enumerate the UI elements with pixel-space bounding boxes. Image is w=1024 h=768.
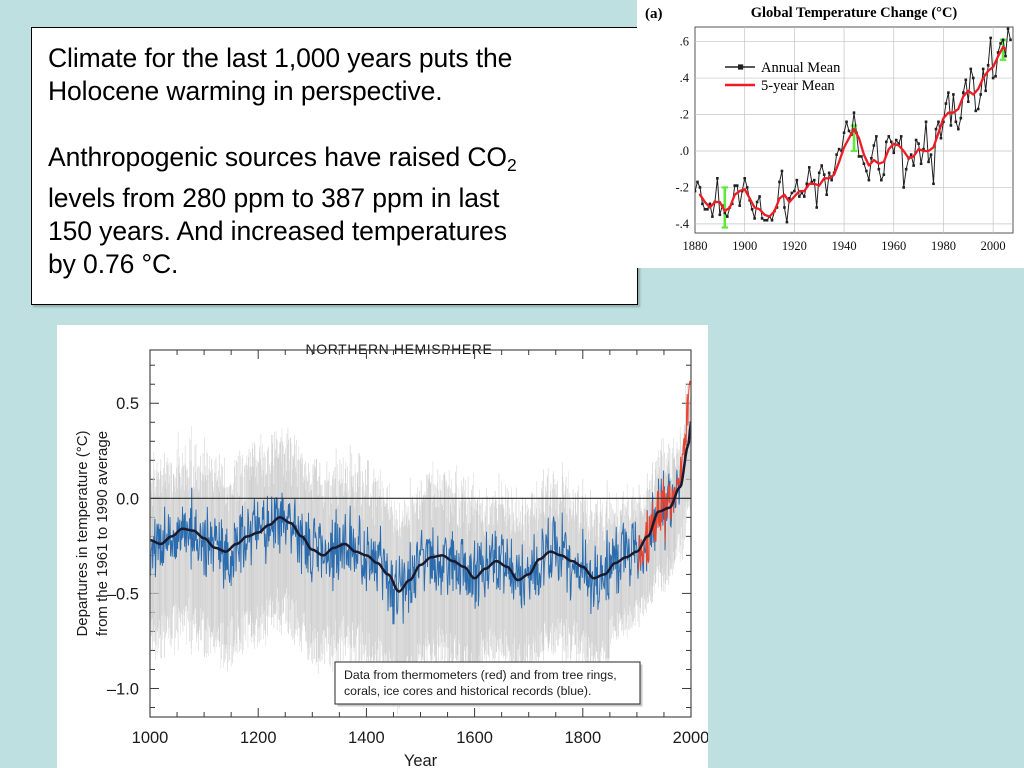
paragraph-spacer bbox=[48, 108, 621, 141]
x-tick-label: 1400 bbox=[348, 729, 385, 747]
five-year-mean-line bbox=[698, 45, 1007, 218]
y-tick-label: 0.0 bbox=[116, 490, 139, 508]
paragraph-2-line-1: Anthropogenic sources have raised CO2 bbox=[48, 141, 621, 182]
y-tick-label: –0.5 bbox=[107, 585, 139, 603]
global-temperature-change-chart: (a) Global Temperature Change (°C) 1880 190… bbox=[637, 0, 1024, 268]
x-tick-label: 1980 bbox=[931, 239, 956, 253]
y-tick-label: .0 bbox=[680, 144, 689, 158]
x-tick-label: 1000 bbox=[132, 729, 169, 747]
paragraph-2-line-4: by 0.76 °C. bbox=[48, 248, 179, 279]
y-tick-label: .2 bbox=[680, 108, 689, 122]
y-tick-label: –1.0 bbox=[107, 680, 139, 698]
y-tick-label: 0.5 bbox=[116, 395, 139, 413]
paragraph-2-line-3: 150 years. And increased temperatures bbox=[48, 215, 507, 246]
x-tick-label: 1940 bbox=[832, 239, 857, 253]
y-axis-label-line-1: Departures in temperature (°C) bbox=[74, 430, 91, 636]
paragraph-1-line-2: Holocene warming in perspective. bbox=[48, 76, 443, 106]
x-tick-label: 1880 bbox=[683, 239, 708, 253]
y-tick-label: -.2 bbox=[675, 180, 689, 194]
x-tick-label: 1600 bbox=[456, 729, 493, 747]
global-temperature-change-figure: (a) Global Temperature Change (°C) 1880 190… bbox=[637, 0, 1024, 268]
y-tick-label: .4 bbox=[680, 71, 690, 85]
co2-text: Anthropogenic sources have raised CO bbox=[48, 142, 507, 172]
x-tick-label: 1900 bbox=[732, 239, 757, 253]
chart-title: Global Temperature Change (°C) bbox=[751, 5, 958, 21]
instrumental-annual-series bbox=[637, 380, 691, 571]
paragraph-1-line-1: Climate for the last 1,000 years puts th… bbox=[48, 43, 513, 73]
data-source-caption: Data from thermometers (red) and from tr… bbox=[334, 661, 643, 707]
callout-textbox: Climate for the last 1,000 years puts th… bbox=[31, 27, 638, 305]
paragraph-2-line-2: levels from 280 ppm to 387 ppm in last bbox=[48, 182, 500, 213]
x-tick-label: 1200 bbox=[240, 729, 277, 747]
x-tick-label: 2000 bbox=[981, 239, 1006, 253]
x-tick-label: 1800 bbox=[564, 729, 601, 747]
legend-label-annual-mean: Annual Mean bbox=[761, 60, 841, 76]
y-axis-label-line-2: from the 1961 to 1990 average bbox=[94, 431, 111, 636]
x-tick-label: 2000 bbox=[673, 729, 708, 747]
panel-label: (a) bbox=[645, 6, 663, 22]
x-axis-label: Year bbox=[404, 752, 438, 768]
smoothed-series-line bbox=[150, 421, 691, 593]
y-tick-label: -.4 bbox=[675, 217, 689, 231]
caption-line-2: corals, ice cores and historical records… bbox=[344, 684, 591, 698]
caption-line-1: Data from thermometers (red) and from tr… bbox=[344, 668, 617, 682]
co2-subscript: 2 bbox=[506, 154, 517, 175]
x-tick-label: 1960 bbox=[881, 239, 906, 253]
y-tick-label: .6 bbox=[680, 35, 689, 49]
northern-hemisphere-figure: NORTHERN HEMISPHERE 1000 1200 1400 1600 1800 2… bbox=[57, 325, 708, 768]
northern-hemisphere-chart: NORTHERN HEMISPHERE 1000 1200 1400 1600 1800 2… bbox=[57, 325, 708, 768]
legend-label-five-year-mean: 5-year Mean bbox=[761, 78, 835, 94]
x-tick-label: 1920 bbox=[782, 239, 807, 253]
callout-text-body: Climate for the last 1,000 years puts th… bbox=[32, 28, 637, 281]
chart-title: NORTHERN HEMISPHERE bbox=[306, 341, 493, 357]
